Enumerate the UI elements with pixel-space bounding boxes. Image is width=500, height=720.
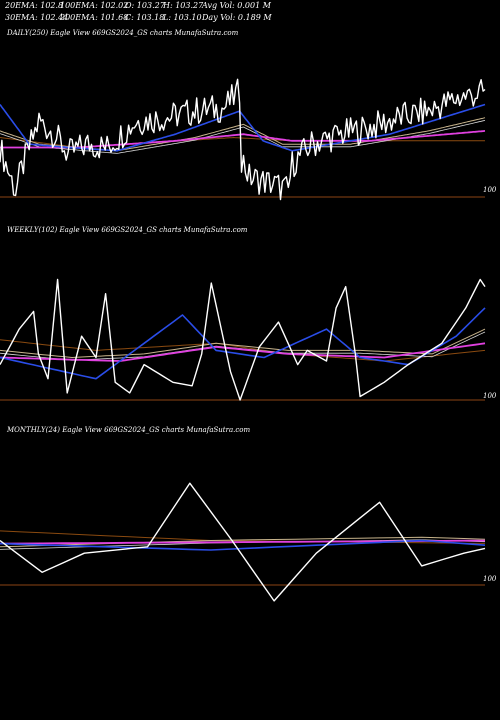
monthly-ema-brown-line (0, 530, 486, 544)
weekly-ref-label: 100 (483, 392, 497, 400)
weekly-ema-brown-line (0, 339, 486, 362)
ema30-readout: 30EMA: 102.44 (5, 13, 69, 22)
daily-ema-blue-line (0, 103, 486, 152)
open-readout: O: 103.27 (125, 1, 165, 10)
daily-price-line (0, 78, 486, 201)
low-readout: L: 103.10 (163, 13, 202, 22)
close-readout: C: 103.18 (125, 13, 165, 22)
monthly-ema-tan-line (0, 536, 486, 548)
daily-panel-label: DAILY(250) Eagle View 669GS2024_GS chart… (7, 29, 239, 37)
weekly-price-line (0, 278, 486, 401)
monthly-ema-blue-line (0, 539, 486, 551)
weekly-ema-magenta-line (0, 342, 486, 362)
ema100-readout: 100EMA: 102.02 (60, 1, 129, 10)
daily-ema-magenta-line (0, 130, 486, 149)
avg-vol-readout: Avg Vol: 0.001 M (202, 1, 271, 10)
ema20-readout: 20EMA: 102.8 (5, 1, 64, 10)
ema200-readout: 200EMA: 101.68 (60, 13, 129, 22)
weekly-ema-blue-line (0, 307, 486, 380)
monthly-ref-label: 100 (483, 575, 497, 583)
monthly-panel-label: MONTHLY(24) Eagle View 669GS2024_GS char… (7, 426, 251, 434)
weekly-ema-tan-line (0, 328, 486, 358)
day-vol-readout: Day Vol: 0.189 M (202, 13, 272, 22)
monthly-price-line (0, 482, 486, 602)
high-readout: H: 103.27 (163, 1, 204, 10)
weekly-panel-label: WEEKLY(102) Eagle View 669GS2024_GS char… (7, 226, 248, 234)
daily-ref-label: 100 (483, 186, 497, 194)
